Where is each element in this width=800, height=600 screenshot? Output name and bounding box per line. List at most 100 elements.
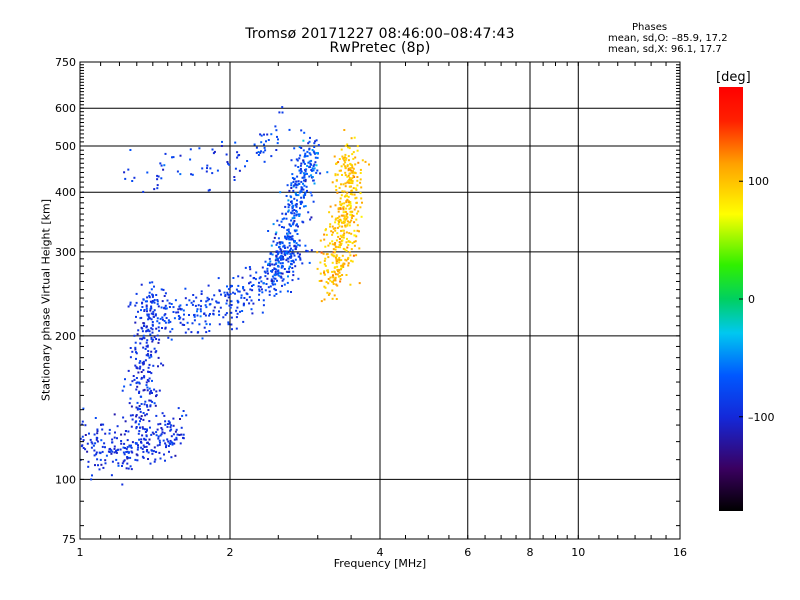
data-point [298, 215, 301, 217]
data-point [111, 450, 114, 453]
data-point [148, 281, 151, 284]
data-point [292, 189, 295, 192]
data-point [288, 265, 291, 268]
data-point [298, 244, 301, 247]
data-point [102, 423, 105, 426]
data-point [310, 159, 313, 162]
data-point [332, 248, 335, 251]
data-point [281, 284, 283, 287]
data-point [351, 171, 354, 174]
data-point [157, 435, 160, 438]
data-point [342, 214, 345, 217]
data-point [274, 233, 277, 236]
data-point [171, 443, 174, 446]
data-point [348, 221, 351, 224]
data-point [155, 434, 158, 437]
data-point [303, 184, 306, 187]
data-point [273, 294, 276, 297]
data-point [273, 287, 276, 290]
data-point [338, 256, 341, 259]
data-point [129, 347, 132, 349]
data-point [342, 262, 345, 265]
data-point [127, 168, 130, 171]
data-point [337, 207, 340, 210]
data-point [283, 226, 285, 229]
data-point [87, 465, 90, 468]
data-point [146, 429, 148, 432]
data-point [249, 281, 252, 284]
data-point [359, 172, 362, 174]
data-point [335, 298, 338, 300]
data-point [346, 164, 349, 167]
data-point [201, 167, 204, 170]
data-point [185, 414, 188, 417]
data-point [115, 458, 118, 461]
data-point [322, 252, 325, 255]
data-point [164, 307, 167, 310]
data-point [95, 451, 98, 454]
data-point [169, 429, 172, 432]
data-point [145, 304, 148, 307]
data-point [302, 194, 305, 197]
data-point [163, 432, 166, 435]
data-point [358, 230, 360, 233]
data-point [276, 219, 279, 222]
data-point [277, 261, 280, 264]
colorbar-tick-label: –100 [748, 411, 775, 424]
data-point [345, 200, 348, 202]
data-point [303, 193, 306, 195]
y-tick-label: 300 [55, 246, 76, 259]
data-point [306, 164, 309, 167]
data-point [273, 277, 276, 280]
data-point [300, 162, 303, 165]
data-point [283, 268, 286, 270]
data-point [292, 260, 295, 263]
data-point [339, 280, 342, 283]
data-point [227, 293, 230, 296]
data-point [346, 224, 349, 227]
data-point [172, 417, 175, 420]
data-point [152, 450, 155, 453]
data-point [329, 225, 331, 228]
data-point [299, 172, 302, 175]
data-point [150, 318, 153, 321]
data-point [128, 402, 131, 405]
data-point [103, 442, 106, 445]
data-point [146, 339, 149, 342]
data-point [160, 164, 163, 167]
data-point [264, 275, 267, 278]
data-point [226, 299, 229, 302]
data-point [122, 460, 125, 463]
data-point [151, 323, 154, 326]
data-point [310, 216, 313, 219]
data-point [147, 370, 149, 373]
data-point [280, 241, 283, 244]
data-point [291, 235, 294, 238]
data-point [350, 178, 353, 181]
data-point [336, 226, 339, 229]
data-point [305, 249, 308, 252]
data-point [290, 182, 293, 185]
data-point [170, 435, 173, 438]
data-point [206, 296, 209, 299]
data-point [344, 182, 347, 185]
data-point [343, 129, 346, 131]
data-point [261, 266, 264, 269]
data-point [331, 243, 334, 246]
data-point [240, 294, 243, 297]
data-point [276, 242, 279, 245]
data-point [257, 285, 260, 288]
data-point [281, 279, 284, 282]
data-point [126, 456, 129, 458]
data-point [244, 165, 246, 168]
data-point [286, 184, 289, 187]
data-point [276, 279, 278, 282]
data-point [151, 392, 153, 394]
data-point [296, 233, 299, 235]
data-point [267, 264, 269, 266]
data-point [334, 221, 337, 224]
data-point [230, 323, 233, 326]
data-point [113, 445, 116, 448]
data-point [164, 327, 167, 330]
